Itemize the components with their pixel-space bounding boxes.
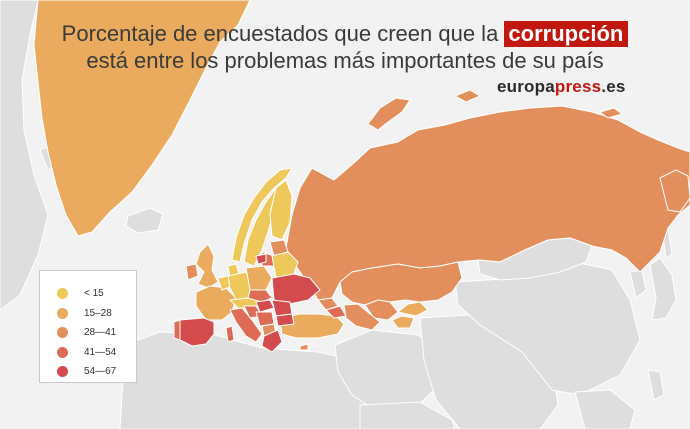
title-line2-text: está entre los problemas más importantes…	[86, 48, 604, 73]
legend-item: 41—54	[57, 343, 136, 363]
legend-swatch	[57, 288, 68, 300]
brand-part3: .es	[601, 77, 626, 96]
kaliningrad	[255, 253, 267, 265]
brand-part1: europa	[497, 77, 555, 96]
poland	[245, 265, 273, 291]
japan-land	[649, 257, 677, 321]
uk	[195, 243, 219, 289]
bulgaria	[275, 313, 295, 327]
iceland-land	[125, 207, 164, 234]
ireland	[185, 263, 199, 281]
spain	[179, 317, 215, 347]
legend-swatch	[57, 366, 68, 378]
turkey	[279, 313, 345, 339]
legend-label: 28—41	[84, 327, 117, 339]
russia-kamchatka	[659, 169, 690, 213]
korea-land	[629, 269, 647, 299]
legend-item: < 15	[57, 284, 136, 304]
norway	[231, 167, 293, 263]
north-america-land	[0, 0, 49, 311]
georgia	[317, 297, 339, 311]
france	[195, 285, 237, 321]
southeast-asia-land	[574, 389, 636, 429]
legend-item: 54—67	[57, 362, 136, 382]
arabian-peninsula	[359, 401, 456, 429]
sardinia	[225, 325, 235, 343]
finland	[269, 179, 293, 241]
tajikistan	[391, 315, 415, 329]
legend-label: 54—67	[84, 366, 117, 378]
legend-item: 15–28	[57, 304, 136, 324]
belarus	[271, 251, 299, 279]
russia-arctic-islands	[454, 89, 623, 119]
kyrgyzstan	[397, 301, 429, 317]
portugal	[173, 319, 181, 341]
legend-swatch	[57, 327, 68, 339]
greenland	[33, 0, 251, 237]
russia-novaya-zemlya	[367, 97, 411, 131]
mongolia	[477, 237, 593, 281]
legend-label: < 15	[84, 288, 104, 300]
greece	[261, 329, 283, 353]
legend: < 15 15–28 28—41 41—54 54—67	[39, 270, 137, 383]
title-line1-text: Porcentaje de encuestados que creen que …	[61, 21, 505, 46]
italy	[229, 307, 263, 343]
legend-label: 41—54	[84, 346, 117, 358]
brand-part2: press	[554, 77, 602, 96]
map-title: Porcentaje de encuestados que creen que …	[0, 20, 690, 74]
cyprus	[299, 343, 309, 351]
brand-logo: europapress.es	[497, 77, 626, 97]
legend-item: 28—41	[57, 323, 136, 343]
turkmenistan	[343, 303, 381, 331]
philippines-land	[647, 369, 665, 401]
legend-swatch	[57, 307, 68, 319]
armenia-azerbaijan	[325, 305, 347, 319]
legend-swatch	[57, 346, 68, 358]
romania-moldova	[271, 299, 293, 317]
serbia-bosnia	[255, 311, 275, 327]
title-highlight: corrupción	[504, 21, 629, 47]
legend-label: 15–28	[84, 307, 112, 319]
kazakhstan	[339, 261, 463, 306]
